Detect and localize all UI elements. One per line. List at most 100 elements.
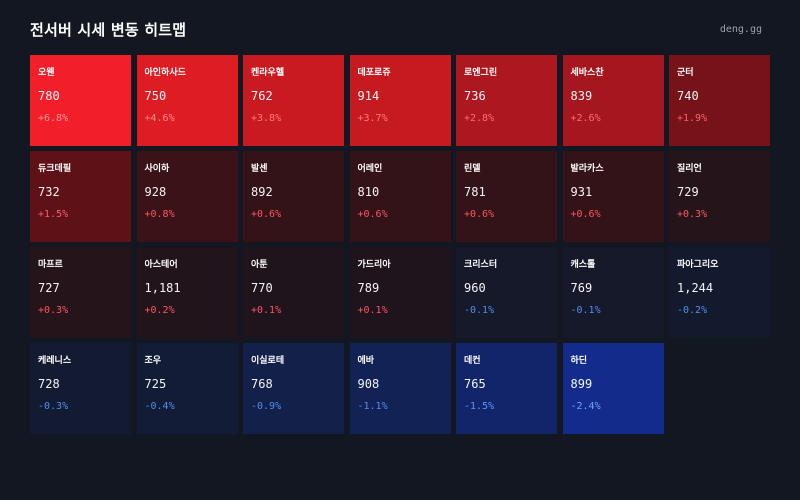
server-price: 769 <box>570 281 593 295</box>
server-price: 931 <box>570 185 593 199</box>
server-name: 발센 <box>251 164 268 174</box>
server-price: 928 <box>144 185 167 199</box>
server-price: 725 <box>144 377 167 391</box>
server-name: 아인하사드 <box>144 68 186 78</box>
server-name: 데컨 <box>464 356 481 366</box>
price-change: +0.1% <box>357 305 388 316</box>
price-change: -1.1% <box>357 401 388 412</box>
server-price: 781 <box>464 185 486 199</box>
server-name: 군터 <box>677 68 694 78</box>
server-price: 732 <box>38 185 60 199</box>
server-price: 892 <box>251 185 273 199</box>
price-change: +0.6% <box>251 209 282 220</box>
server-name: 로엔그린 <box>464 68 498 78</box>
heatmap-tile[interactable]: 에바 908 -1.1% <box>349 343 451 434</box>
heatmap-tile[interactable]: 켄라우헬 762 +3.8% <box>243 55 344 146</box>
server-price: 729 <box>677 185 699 199</box>
server-name: 캐스톨 <box>570 260 596 270</box>
heatmap-tile[interactable]: 군터 740 +1.9% <box>669 55 770 146</box>
server-name: 케레니스 <box>38 356 72 366</box>
price-change: +6.8% <box>38 113 69 124</box>
price-change: +0.1% <box>251 305 282 316</box>
server-name: 질리언 <box>677 164 702 174</box>
price-change: -0.1% <box>464 305 495 316</box>
heatmap-tile[interactable]: 발라카스 931 +0.6% <box>562 151 664 242</box>
heatmap-tile[interactable]: 어레인 810 +0.6% <box>349 151 451 242</box>
heatmap-tile[interactable]: 마프르 727 +0.3% <box>30 247 131 338</box>
heatmap-tile[interactable]: 오웬 780 +6.8% <box>30 55 131 146</box>
heatmap-tile[interactable]: 아스테어 1,181 +0.2% <box>136 247 238 338</box>
heatmap-tile[interactable]: 데컨 765 -1.5% <box>456 343 557 434</box>
server-name: 듀크데필 <box>38 164 72 174</box>
server-name: 조우 <box>144 356 162 366</box>
heatmap-tile[interactable]: 듀크데필 732 +1.5% <box>30 151 131 242</box>
server-name: 에바 <box>357 356 375 366</box>
heatmap-tile[interactable]: 캐스톨 769 -0.1% <box>562 247 664 338</box>
heatmap-tile[interactable]: 로엔그린 736 +2.8% <box>456 55 557 146</box>
server-name: 아툰 <box>251 260 268 270</box>
server-name: 아스테어 <box>144 260 178 270</box>
server-price: 727 <box>38 281 60 295</box>
server-name: 발라카스 <box>570 164 604 174</box>
heatmap-tile[interactable]: 발센 892 +0.6% <box>243 151 344 242</box>
server-price: 765 <box>464 377 486 391</box>
heatmap-tile[interactable]: 케레니스 728 -0.3% <box>30 343 131 434</box>
price-change: +0.8% <box>144 209 175 220</box>
header: 전서버 시세 변동 히트맵 deng.gg <box>30 16 762 42</box>
server-name: 사이하 <box>144 164 170 174</box>
server-price: 768 <box>251 377 273 391</box>
server-name: 크리스터 <box>464 260 498 270</box>
heatmap-tile[interactable]: 아인하사드 750 +4.6% <box>136 55 238 146</box>
server-price: 908 <box>357 377 380 391</box>
server-price: 1,244 <box>677 281 714 295</box>
price-change: +0.3% <box>677 209 708 220</box>
server-name: 하딘 <box>570 356 588 366</box>
heatmap-tile[interactable]: 세바스찬 839 +2.6% <box>562 55 664 146</box>
heatmap-tile[interactable]: 린델 781 +0.6% <box>456 151 557 242</box>
price-change: +2.6% <box>570 113 601 124</box>
server-price: 914 <box>357 89 380 103</box>
heatmap-tile[interactable]: 가드리아 789 +0.1% <box>349 247 451 338</box>
price-change: +2.8% <box>464 113 495 124</box>
heatmap-tile[interactable]: 크리스터 960 -0.1% <box>456 247 557 338</box>
heatmap-tile[interactable]: 이실로테 768 -0.9% <box>243 343 344 434</box>
heatmap-tile[interactable]: 하딘 899 -2.4% <box>562 343 664 434</box>
server-price: 1,181 <box>144 281 181 295</box>
heatmap-tile[interactable]: 조우 725 -0.4% <box>136 343 238 434</box>
heatmap-tile[interactable]: 데포로쥬 914 +3.7% <box>349 55 451 146</box>
price-change: +0.6% <box>464 209 495 220</box>
price-change: +0.2% <box>144 305 175 316</box>
price-change: +1.5% <box>38 209 69 220</box>
price-change: -1.5% <box>464 401 495 412</box>
server-price: 736 <box>464 89 486 103</box>
heatmap-tile[interactable]: 아툰 770 +0.1% <box>243 247 344 338</box>
server-price: 762 <box>251 89 273 103</box>
server-name: 마프르 <box>38 260 63 270</box>
server-price: 728 <box>38 377 60 391</box>
server-price: 770 <box>251 281 273 295</box>
price-change: +0.6% <box>357 209 388 220</box>
server-name: 켄라우헬 <box>251 68 285 78</box>
price-change: +4.6% <box>144 113 175 124</box>
heatmap-tile[interactable]: 사이하 928 +0.8% <box>136 151 238 242</box>
price-change: +3.7% <box>357 113 388 124</box>
server-price: 899 <box>570 377 593 391</box>
price-change: -0.1% <box>570 305 601 316</box>
server-price: 740 <box>677 89 699 103</box>
server-price: 810 <box>357 185 380 199</box>
price-change: +0.3% <box>38 305 69 316</box>
price-change: +1.9% <box>677 113 708 124</box>
server-price: 839 <box>570 89 593 103</box>
brand-label: deng.gg <box>719 23 762 35</box>
price-change: -0.3% <box>38 401 69 412</box>
server-name: 파아그리오 <box>677 260 719 270</box>
server-price: 960 <box>464 281 486 295</box>
server-name: 가드리아 <box>357 260 391 270</box>
server-name: 어레인 <box>357 164 383 174</box>
price-change: -0.9% <box>251 401 282 412</box>
heatmap-tile[interactable]: 파아그리오 1,244 -0.2% <box>669 247 770 338</box>
server-price: 789 <box>357 281 380 295</box>
heatmap-tile[interactable]: 질리언 729 +0.3% <box>669 151 770 242</box>
server-price: 750 <box>144 89 167 103</box>
price-change: +0.6% <box>570 209 601 220</box>
